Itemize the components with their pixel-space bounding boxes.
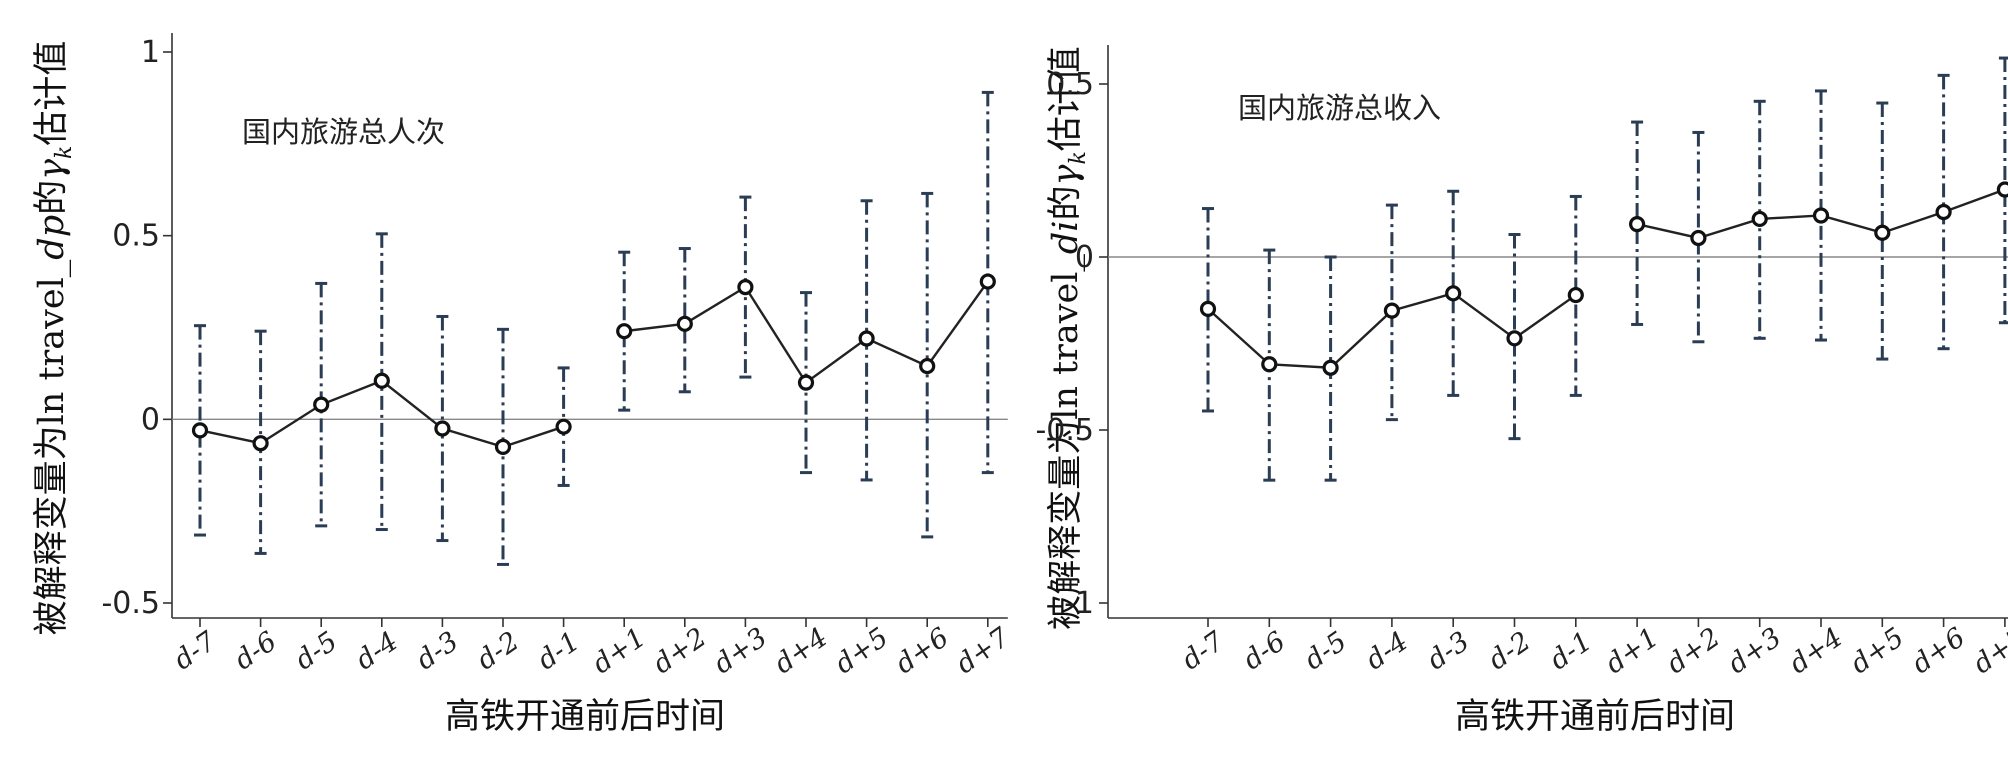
right-estimate-point bbox=[1812, 207, 1830, 224]
left-x-tick-label: d-5 bbox=[290, 626, 343, 676]
left-estimate-point bbox=[494, 438, 512, 455]
left-x-axis-title: 高铁开通前后时间 bbox=[445, 697, 725, 737]
right-estimate-point bbox=[1445, 285, 1462, 302]
right-estimate-point bbox=[1199, 300, 1217, 317]
left-x-tick-label: d+1 bbox=[587, 622, 652, 680]
left-y-axis-title: 被解释变量为ln travel_dp的γk估计值 bbox=[32, 41, 77, 636]
left-chart-panel: 被解释变量为ln travel_dp的γk估计值 国内旅游总人次 高铁开通前后时… bbox=[32, 33, 1016, 737]
right-estimate-point bbox=[1261, 356, 1278, 373]
left-estimate-point bbox=[616, 323, 633, 340]
right-x-tick-label: d+3 bbox=[1723, 622, 1788, 680]
left-x-tick-label: d+2 bbox=[648, 622, 713, 680]
right-x-tick-label: d+1 bbox=[1600, 622, 1665, 680]
right-x-tick-label: d-1 bbox=[1544, 626, 1597, 676]
right-estimate-point bbox=[1690, 229, 1707, 247]
right-estimate-point bbox=[1628, 216, 1646, 233]
right-chart-panel: 被解释变量为ln travel_di的γk估计值 国内旅游总收入 高铁开通前后时… bbox=[1035, 45, 2008, 737]
left-estimate-point bbox=[676, 315, 693, 332]
left-y-tick-label: 1 bbox=[141, 35, 160, 70]
left-y-tick-label: 0.5 bbox=[112, 219, 160, 254]
right-estimate-point bbox=[1874, 224, 1891, 241]
right-x-tick-label: d-3 bbox=[1422, 626, 1475, 676]
left-estimate-point bbox=[858, 330, 875, 347]
right-x-tick-label: d+5 bbox=[1845, 622, 1910, 680]
right-y-tick-label: 0.5 bbox=[1046, 67, 1094, 102]
right-x-axis-title: 高铁开通前后时间 bbox=[1455, 697, 1735, 737]
left-x-tick-label: d-4 bbox=[350, 626, 403, 676]
right-x-tick-label: d-2 bbox=[1483, 626, 1536, 676]
left-x-tick-label: d-1 bbox=[532, 626, 585, 676]
right-x-tick-label: d-4 bbox=[1360, 626, 1413, 676]
right-y-tick-label: 0 bbox=[1075, 240, 1094, 275]
left-x-tick-label: d+6 bbox=[890, 622, 955, 680]
left-y-tick-label: 0 bbox=[141, 402, 160, 437]
left-x-tick-label: d-6 bbox=[229, 626, 282, 676]
right-x-tick-label: d+7 bbox=[1968, 622, 2008, 681]
right-estimate-point bbox=[1322, 359, 1339, 376]
left-x-tick-label: d+3 bbox=[708, 622, 773, 680]
right-y-tick-label: -1 bbox=[1064, 586, 1094, 621]
left-x-tick-label: d+4 bbox=[769, 622, 834, 680]
left-estimate-point bbox=[313, 396, 330, 413]
right-estimate-point bbox=[1567, 286, 1584, 304]
right-x-tick-label: d+4 bbox=[1784, 622, 1849, 680]
left-estimate-point bbox=[555, 418, 572, 435]
left-y-tick-label: -0.5 bbox=[101, 586, 160, 621]
right-estimate-point bbox=[1506, 330, 1523, 347]
right-estimate-point bbox=[1383, 302, 1401, 319]
left-estimate-point bbox=[252, 435, 269, 452]
left-x-tick-label: d-7 bbox=[168, 625, 222, 676]
left-estimate-point bbox=[979, 273, 996, 290]
left-estimate-point bbox=[434, 420, 451, 437]
left-estimate-point bbox=[797, 374, 815, 391]
right-estimate-point bbox=[1751, 210, 1768, 228]
left-x-tick-label: d+5 bbox=[829, 622, 894, 680]
left-chart-annotation: 国内旅游总人次 bbox=[242, 115, 445, 149]
right-estimate-point bbox=[1935, 203, 1952, 221]
right-x-tick-label: d-6 bbox=[1238, 626, 1291, 676]
left-estimate-point bbox=[191, 422, 209, 439]
right-chart-annotation: 国内旅游总收入 bbox=[1238, 91, 1441, 125]
right-x-tick-label: d+2 bbox=[1661, 622, 1726, 680]
right-estimate-point bbox=[1996, 181, 2008, 198]
left-x-tick-label: d-2 bbox=[471, 626, 524, 676]
right-x-tick-label: d-7 bbox=[1176, 625, 1230, 676]
left-estimate-point bbox=[373, 372, 390, 389]
right-y-tick-label: -0.5 bbox=[1035, 413, 1094, 448]
left-x-tick-label: d+7 bbox=[951, 622, 1016, 681]
right-x-tick-label: d+6 bbox=[1906, 622, 1971, 680]
right-y-axis-title: 被解释变量为ln travel_di的γk估计值 bbox=[1046, 46, 1091, 630]
right-x-tick-label: d-5 bbox=[1299, 626, 1352, 676]
left-estimate-point bbox=[737, 278, 754, 296]
left-estimate-point bbox=[919, 357, 936, 375]
left-x-tick-label: d-3 bbox=[411, 626, 464, 676]
